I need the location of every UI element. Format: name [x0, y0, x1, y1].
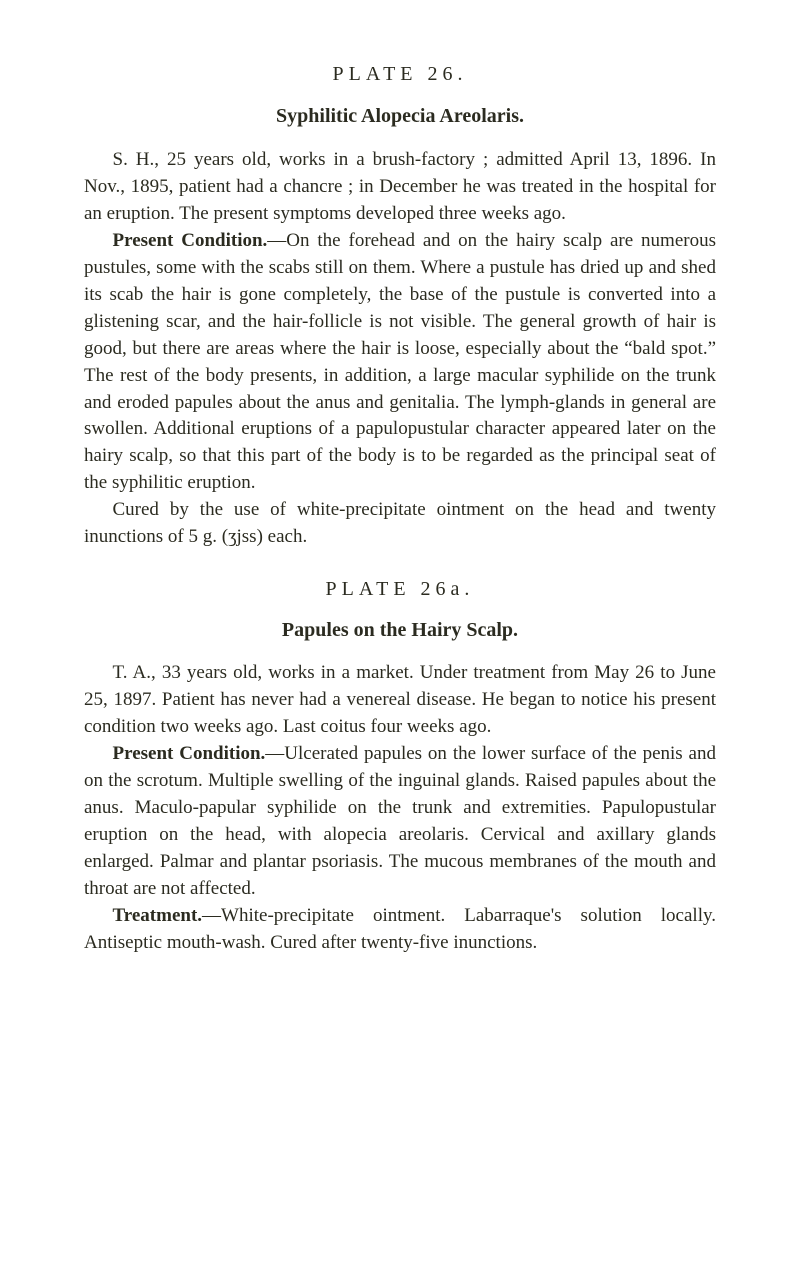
- plate-26-present-condition: Present Condition.—On the forehead and o…: [84, 228, 716, 498]
- plate-26a-treatment: Treatment.—White-precipitate ointment. L…: [84, 903, 716, 957]
- present-condition-label: Present Condition.: [113, 230, 268, 251]
- plate-26-intro: S. H., 25 years old, works in a brush-fa…: [84, 147, 716, 228]
- plate-26a-intro: T. A., 33 years old, works in a market. …: [84, 660, 716, 741]
- plate-26-title: Syphilitic Alopecia Areolaris.: [84, 102, 716, 130]
- plate-26a-heading: PLATE 26a.: [84, 575, 716, 603]
- plate-26a-title: Papules on the Hairy Scalp.: [84, 616, 716, 644]
- present-condition-body-a: —Ulcerated papules on the lower surface …: [84, 743, 716, 899]
- plate-26-cured: Cured by the use of white-precipitate oi…: [84, 497, 716, 551]
- present-condition-label-a: Present Condition.: [113, 743, 266, 764]
- plate-26a-present-condition: Present Condition.—Ulcerated papules on …: [84, 741, 716, 903]
- treatment-label: Treatment.: [113, 905, 203, 926]
- present-condition-body: —On the forehead and on the hairy scalp …: [84, 230, 716, 494]
- plate-26-heading: PLATE 26.: [84, 60, 716, 88]
